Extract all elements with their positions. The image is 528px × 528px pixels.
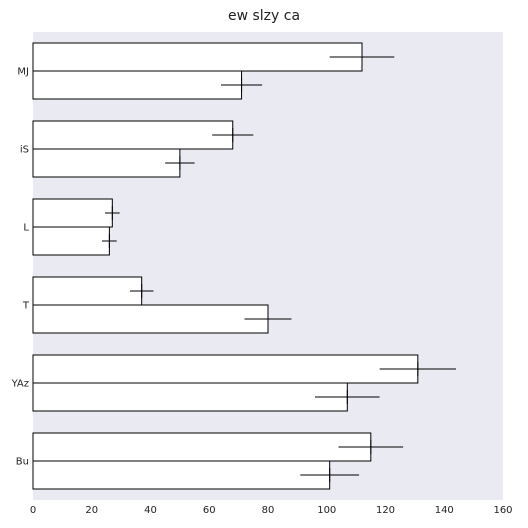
x-tick-label-140: 140 xyxy=(435,505,454,516)
y-tick-label-iS: iS xyxy=(20,145,29,156)
y-tick-label-MJ: MJ xyxy=(17,67,29,78)
x-tick-label-160: 160 xyxy=(493,505,512,516)
x-tick-label-20: 20 xyxy=(85,505,98,516)
x-tick-label-100: 100 xyxy=(317,505,336,516)
bar-MJ-series-2 xyxy=(32,70,243,100)
bar-iS-series-2 xyxy=(32,148,181,178)
x-tick-label-40: 40 xyxy=(144,505,157,516)
bar-T-series-2 xyxy=(32,304,269,334)
y-tick-label-YAz: YAz xyxy=(11,379,29,390)
bar-YAz-series-1 xyxy=(32,354,419,384)
bar-L-series-2 xyxy=(32,226,110,256)
bar-iS-series-1 xyxy=(32,120,234,150)
x-tick-label-0: 0 xyxy=(30,505,36,516)
y-tick-label-Bu: Bu xyxy=(16,457,29,468)
y-tick-label-T: T xyxy=(22,301,30,312)
bar-MJ-series-1 xyxy=(32,42,363,72)
x-tick-label-120: 120 xyxy=(376,505,395,516)
y-tick-label-L: L xyxy=(23,223,29,234)
bar-L-series-1 xyxy=(32,198,113,228)
bar-Bu-series-1 xyxy=(32,432,372,462)
x-tick-label-60: 60 xyxy=(203,505,216,516)
bar-YAz-series-2 xyxy=(32,382,348,412)
bar-T-series-1 xyxy=(32,276,143,306)
chart-title: ew slzy ca xyxy=(227,8,301,24)
x-tick-label-80: 80 xyxy=(262,505,275,516)
plot-area xyxy=(33,32,503,500)
bar-Bu-series-2 xyxy=(32,460,331,490)
